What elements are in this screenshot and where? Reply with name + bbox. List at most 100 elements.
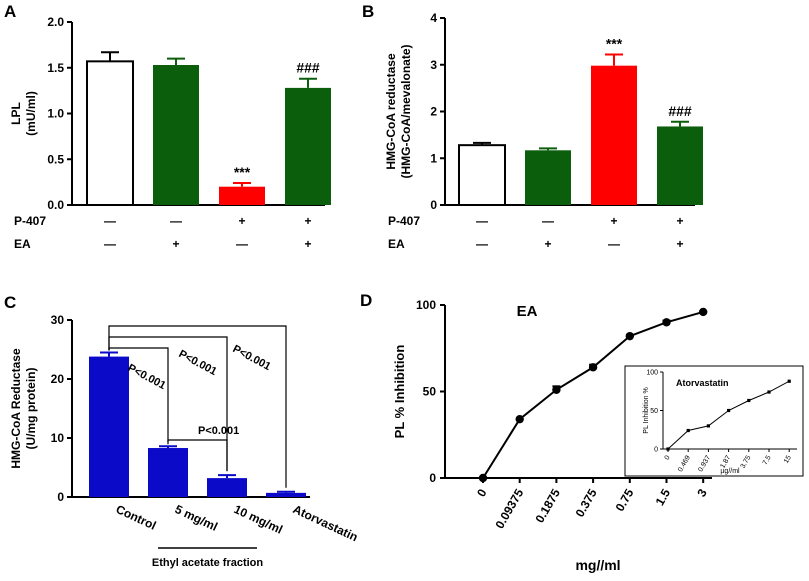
factor-sign: + xyxy=(304,214,311,228)
bar xyxy=(153,65,199,205)
category-label: Atorvastatin xyxy=(291,502,360,544)
factor-row-label: EA xyxy=(388,237,405,251)
x-tick-label: 1.5 xyxy=(653,486,674,508)
y-axis-title: (mU/ml) xyxy=(24,91,38,136)
y-tick-label: 4 xyxy=(430,11,437,25)
y-axis-title: HMG-CoA Reductase xyxy=(9,348,23,469)
panel-d: 0 50 100 PL % Inhibition EA 0 0.09375 0.1875 0.3… xyxy=(392,298,804,573)
y-tick-label: 30 xyxy=(51,313,65,327)
y-tick-label: 50 xyxy=(423,385,437,399)
data-point xyxy=(552,385,561,394)
significance-label: *** xyxy=(234,164,251,180)
inset-y-tick-label: 0 xyxy=(654,447,658,454)
data-point xyxy=(478,473,488,483)
category-label: 10 mg/ml xyxy=(232,502,285,537)
significance-label: *** xyxy=(606,35,623,51)
inset-data-point xyxy=(686,428,690,433)
data-point xyxy=(515,414,524,424)
factor-sign: — xyxy=(104,214,116,228)
y-tick-label: 2 xyxy=(430,105,437,119)
inset-y-tick-label: 50 xyxy=(650,408,658,415)
x-axis-title: mg//ml xyxy=(575,557,620,573)
data-point xyxy=(662,318,671,327)
bar xyxy=(148,448,188,497)
inset-x-tick-label: 7.5 xyxy=(762,454,773,466)
factor-sign: + xyxy=(676,237,683,251)
y-axis-title: (HMG-CoA/mevalonate) xyxy=(399,44,413,178)
inset-y-tick-label: 100 xyxy=(646,370,658,377)
inset-x-tick-label: 15 xyxy=(783,454,793,464)
bar xyxy=(219,186,265,205)
y-tick-label: 100 xyxy=(416,298,436,312)
panel-letter-a: A xyxy=(4,2,16,21)
bar xyxy=(458,144,506,207)
bar xyxy=(266,492,306,497)
y-tick-label: 2.0 xyxy=(47,15,64,29)
bar xyxy=(207,478,247,497)
category-label: Control xyxy=(114,502,159,533)
comparison-bracket xyxy=(167,439,228,472)
comparison-label: P<0.001 xyxy=(198,425,239,437)
comparison-label: P<0.001 xyxy=(126,362,168,392)
factor-row-label: P-407 xyxy=(14,214,46,228)
x-tick-label: 0.375 xyxy=(573,486,600,519)
bar xyxy=(89,356,129,497)
factor-sign: — xyxy=(608,237,620,251)
inset-x-axis-title: µg//ml xyxy=(720,468,740,475)
factor-sign: + xyxy=(238,214,245,228)
y-tick-label: 0 xyxy=(57,490,64,504)
factor-row-label: EA xyxy=(14,237,31,251)
bar xyxy=(285,87,331,205)
x-tick-label: 3 xyxy=(694,486,710,499)
factor-sign: + xyxy=(304,237,311,251)
y-axis-title: PL % Inhibition xyxy=(392,345,407,439)
factor-sign: — xyxy=(476,214,488,228)
y-tick-label: 3 xyxy=(430,58,437,72)
comparison-label: P<0.001 xyxy=(231,343,273,373)
bar xyxy=(657,126,703,205)
significance-label: ### xyxy=(668,103,692,119)
comparison-label: P<0.001 xyxy=(177,348,219,378)
data-point xyxy=(699,307,708,317)
panel-b: 0 1 2 3 4 HMG-CoA reductase (HMG-CoA/mevalonat… xyxy=(384,11,703,251)
y-tick-label: 1 xyxy=(430,151,437,165)
x-tick-label: 0.09375 xyxy=(492,486,526,531)
significance-label: ### xyxy=(296,60,320,76)
panel-a: 0.0 0.5 1.0 1.5 2.0 LPL (mU/ml) *** ### P-407 — — + +… xyxy=(9,15,331,251)
y-tick-label: 0.0 xyxy=(47,198,64,212)
y-tick-label: 1.0 xyxy=(47,107,64,121)
inset-frame xyxy=(624,365,804,477)
factor-sign: + xyxy=(544,237,551,251)
factor-sign: — xyxy=(236,237,248,251)
panel-c: 0 10 20 30 HMG-CoA Reductase (U/mg protein) Co… xyxy=(9,313,360,569)
y-tick-label: 10 xyxy=(51,431,65,445)
inset-title: Atorvastatin xyxy=(676,378,729,388)
inset-x-tick-label: 0 xyxy=(664,454,672,461)
chart-title: EA xyxy=(517,303,538,320)
group-label: Ethyl acetate fraction xyxy=(152,557,264,569)
y-axis-title: LPL xyxy=(9,102,23,125)
category-label: 5 mg/ml xyxy=(173,502,220,534)
inset-y-axis-title: PL Inhibition % xyxy=(643,387,650,433)
y-tick-label: 20 xyxy=(51,372,65,386)
panel-letter-b: B xyxy=(362,2,374,21)
inset-data-point xyxy=(706,424,710,428)
factor-sign: + xyxy=(172,237,179,251)
comparison-bracket xyxy=(108,325,287,488)
factor-sign: — xyxy=(476,237,488,251)
inset-data-point xyxy=(767,390,771,394)
inset-data-point xyxy=(727,408,731,413)
inset-data-point xyxy=(787,379,791,383)
factor-sign: — xyxy=(104,237,116,251)
bar xyxy=(86,60,134,206)
panel-letter-c: C xyxy=(4,293,16,312)
x-tick-label: 0.1875 xyxy=(533,486,564,525)
factor-sign: — xyxy=(542,214,554,228)
panel-letter-d: D xyxy=(360,291,372,310)
data-point xyxy=(625,331,634,341)
y-axis-title: HMG-CoA reductase xyxy=(384,53,398,170)
y-tick-label: 0 xyxy=(430,198,437,212)
y-tick-label: 0.5 xyxy=(47,152,64,166)
inset-data-point xyxy=(747,398,751,403)
